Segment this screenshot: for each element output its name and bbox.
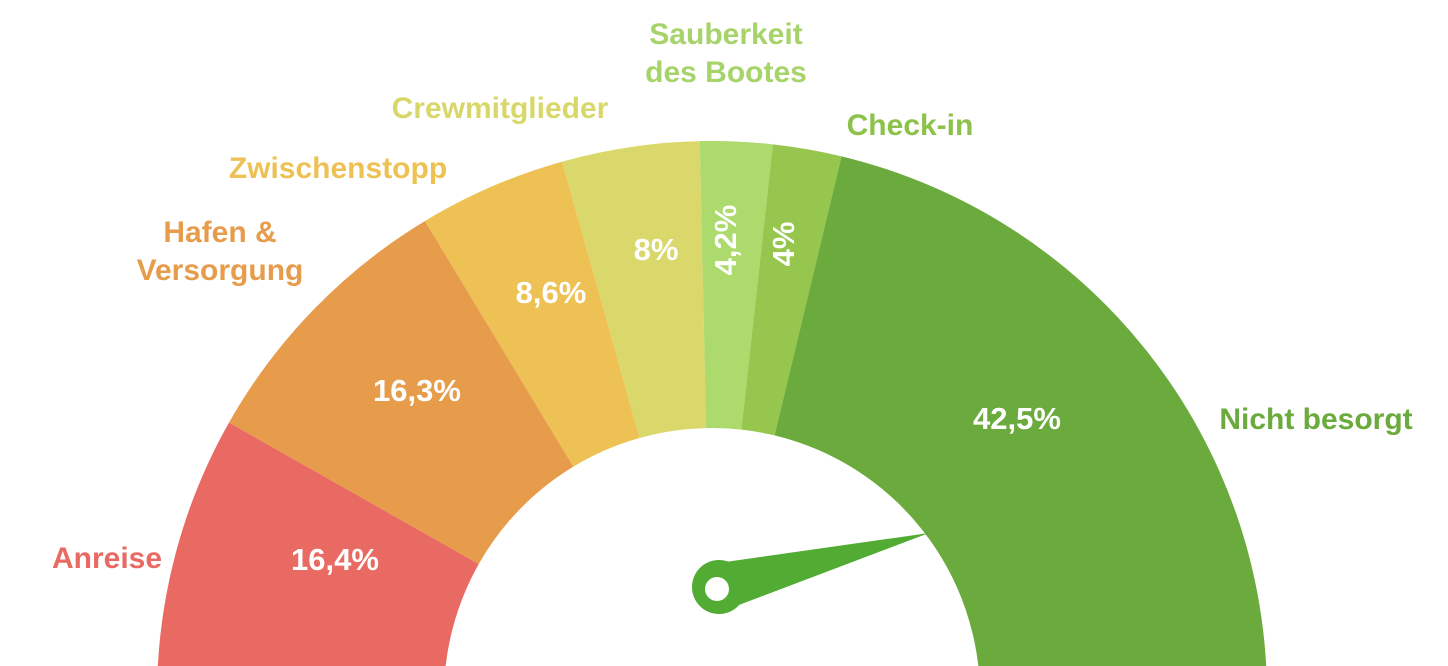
value-label-nicht-besorgt: 42,5% xyxy=(973,401,1061,436)
category-label-check-in: Check-in xyxy=(847,109,974,142)
category-label-nicht-besorgt: Nicht besorgt xyxy=(1219,403,1412,436)
value-label-zwischenstopp: 8,6% xyxy=(516,275,587,310)
value-label-hafen-und-versorgung: 16,3% xyxy=(373,373,461,408)
gauge-segment-anreise xyxy=(157,422,479,666)
gauge-needle xyxy=(692,533,929,614)
gauge-segment-sauberkeit-des-bootes xyxy=(699,141,773,430)
value-label-sauberkeit-des-bootes: 4,2% xyxy=(708,205,743,276)
gauge-segment-hafen-und-versorgung xyxy=(229,220,574,564)
category-label-sauberkeit-des-bootes: Sauberkeit des Bootes xyxy=(645,18,807,89)
value-label-anreise: 16,4% xyxy=(291,542,379,577)
value-label-check-in: 4% xyxy=(766,222,801,267)
gauge-segment-zwischenstopp xyxy=(424,161,640,467)
gauge-category-labels: Anreise Hafen & Versorgung Zwischenstopp Cre… xyxy=(52,18,1413,575)
needle-pointer xyxy=(713,533,929,611)
gauge-segment-nicht-besorgt xyxy=(774,156,1267,666)
gauge-value-labels: 16,4% 16,3% 8,6% 8% 4,2% 4% 42,5% xyxy=(291,205,1061,578)
gauge-segments xyxy=(157,141,1267,666)
gauge-segment-crewmitglieder xyxy=(562,141,707,438)
category-label-zwischenstopp: Zwischenstopp xyxy=(229,152,447,185)
needle-hub-hole xyxy=(705,577,729,601)
category-label-crewmitglieder: Crewmitglieder xyxy=(392,92,609,125)
category-label-anreise: Anreise xyxy=(52,542,162,575)
category-label-hafen-und-versorgung: Hafen & Versorgung xyxy=(137,216,304,287)
value-label-crewmitglieder: 8% xyxy=(634,232,679,267)
gauge-segment-check-in xyxy=(741,144,842,436)
